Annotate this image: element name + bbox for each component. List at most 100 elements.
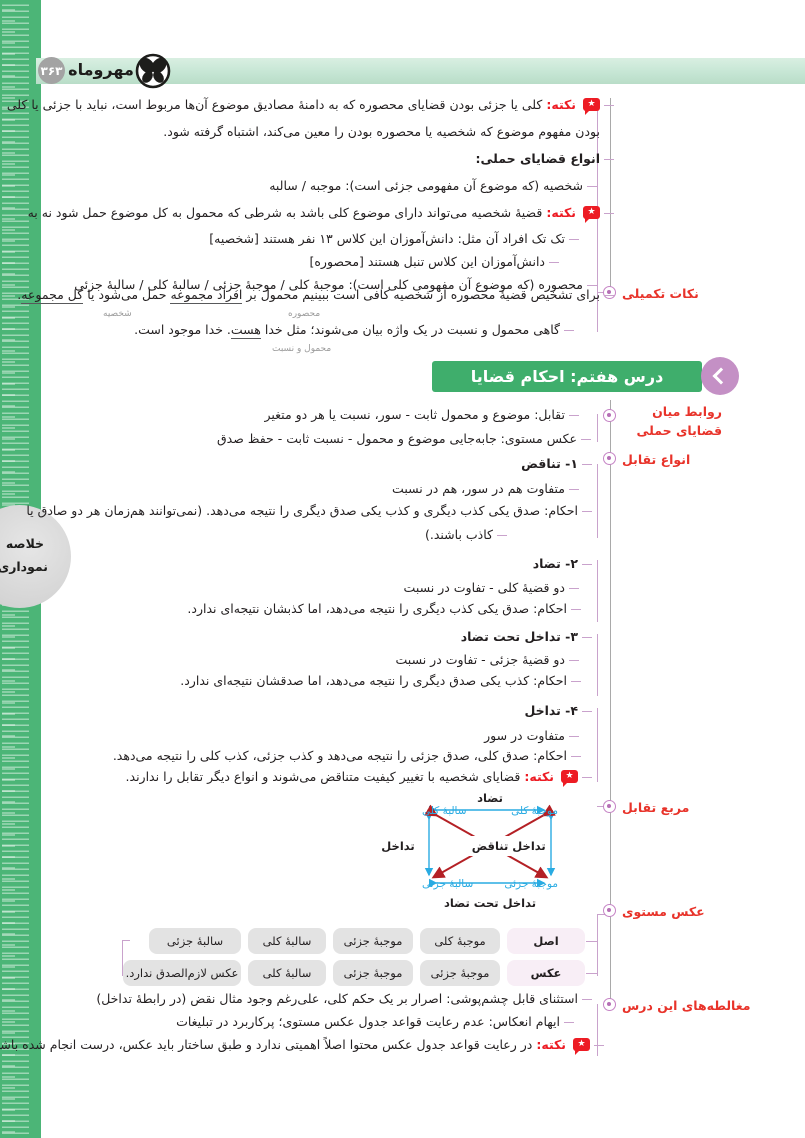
chapter-title-bullet xyxy=(701,357,739,395)
fallacy-line1: استثنای قابل چشم‌پوشی: اصرار بر یک حکم ک… xyxy=(96,990,592,1009)
aks-cell: موجبهٔ جزئی xyxy=(333,928,413,954)
bracket-aks-right xyxy=(597,914,599,976)
node-aks xyxy=(603,904,616,917)
butterfly-logo-icon xyxy=(134,52,172,90)
publisher-brand: مهروماه xyxy=(68,60,134,79)
bracket-top-group xyxy=(597,106,599,292)
note-text: قضیهٔ شخصیه می‌تواند دارای موضوع کلی باش… xyxy=(27,205,543,220)
note-star-icon: ★ xyxy=(583,98,600,115)
bracket-tadakhol-taht xyxy=(597,634,599,696)
corner-top-right-label: موجبهٔ کلی xyxy=(511,805,558,817)
note-line-cont: بودن مفهوم موضوع که شخصیه یا محصوره بودن… xyxy=(163,124,600,139)
stub-takmili xyxy=(597,292,607,294)
note-text: قضایای شخصیه با تغییر کیفیت متناقض می‌شو… xyxy=(125,769,521,784)
label-square: مربع تقابل xyxy=(622,800,690,815)
takmili-l2a: گاهی محمول و نسبت در یک واژه بیان می‌شون… xyxy=(260,322,560,337)
aks-def-line: عکس مستوی: جابه‌جایی موضوع و محمول - نسب… xyxy=(217,430,592,449)
item4-line2: احکام: صدق کلی، صدق جزئی را نتیجه می‌دهد… xyxy=(113,747,582,766)
aks-cell: موجبهٔ کلی xyxy=(420,928,500,954)
aks-table-row-aks: عکس موجبهٔ جزئی موجبهٔ جزئی سالبهٔ کلی ع… xyxy=(123,960,585,986)
center-label: تناقض xyxy=(472,839,509,853)
aks-cell: سالبهٔ جزئی xyxy=(149,928,241,954)
takmili-line1: برای تشخیص قضیهٔ محصوره از شخصیه کافی اس… xyxy=(17,286,614,305)
note-star-icon: ★ xyxy=(583,206,600,223)
edge-left-label: تداخل xyxy=(381,839,414,853)
stub-aks-row2 xyxy=(586,973,597,975)
note-text: کلی یا جزئی بودن قضایای محصوره که به دام… xyxy=(6,97,543,112)
note-line: ★ نکته: در رعایت قواعد جدول عکس محتوا اص… xyxy=(0,1036,605,1055)
takmili-l1c: حمل می‌شود یا xyxy=(83,287,171,302)
stub-aks-row1 xyxy=(586,941,597,943)
chapter-title: درس هفتم: احکام قضایا xyxy=(432,361,702,392)
stub-aks-node xyxy=(597,914,605,916)
bracket-takmili xyxy=(597,292,599,332)
takmili-underlined-kol: کل مجموعه xyxy=(21,287,84,304)
bracket-tadakhol xyxy=(597,708,599,782)
bracket-ravabet xyxy=(597,414,599,442)
note-word: نکته: xyxy=(546,97,577,112)
item1-heading: ۱- تناقض xyxy=(521,455,592,474)
label-anva: انواع تقابل xyxy=(622,452,691,467)
aks-cell: عکس لازم‌الصدق ندارد. xyxy=(123,960,241,986)
item1-line1: متفاوت هم در سور، هم در نسبت xyxy=(392,480,579,499)
summary-tab-line2: نموداری xyxy=(0,559,48,575)
item2-line1: دو قضیهٔ کلی - تفاوت در نسبت xyxy=(404,579,580,598)
connector-line-main xyxy=(610,400,612,1002)
label-takmili: نکات تکمیلی xyxy=(622,286,699,301)
note-star-icon: ★ xyxy=(573,1038,590,1055)
node-moghalate xyxy=(603,998,616,1011)
note-line: ★ نکته: قضایای شخصیه با تغییر کیفیت متنا… xyxy=(125,768,593,787)
annotation-mahmool-nesbat: محمول و نسبت xyxy=(272,344,332,354)
item1-line3: کاذب باشند.) xyxy=(425,526,508,545)
item2-line2: احکام: صدق یکی کذب دیگری را نتیجه می‌دهد… xyxy=(187,600,581,619)
note-word: نکته: xyxy=(524,769,555,784)
bracket-tanaqoz xyxy=(597,464,599,538)
note-word: نکته: xyxy=(536,1037,567,1052)
takmili-l2c: . خدا موجود است. xyxy=(134,322,231,337)
item1-line2: احکام: صدق یکی کذب دیگری و کذب یکی صدق د… xyxy=(26,502,592,521)
note-line: ★ نکته: کلی یا جزئی بودن قضایای محصوره ک… xyxy=(6,96,615,115)
item2-heading: ۲- تضاد xyxy=(533,555,593,574)
label-moghalate: مغالطه‌های این درس xyxy=(622,998,751,1013)
annotation-mahsoore: محصوره xyxy=(288,309,321,319)
takmili-line2: گاهی محمول و نسبت در یک واژه بیان می‌شون… xyxy=(134,321,574,340)
aks-cell: موجبهٔ جزئی xyxy=(333,960,413,986)
hamli-types-heading: انواع قضایای حملی: xyxy=(475,150,614,169)
node-ravabet xyxy=(603,409,616,422)
connector-line-top xyxy=(610,98,612,292)
aks-cell: سالبهٔ کلی xyxy=(248,960,326,986)
corner-top-left-label: سالبهٔ کلی xyxy=(422,805,467,817)
note-star-icon: ★ xyxy=(561,770,578,787)
mahsoore-line: محصوره (که موضوع آن مفهومی کلی است): موج… xyxy=(74,276,597,295)
stub-square xyxy=(597,806,607,808)
note-word: نکته: xyxy=(546,205,577,220)
example-line: دانش‌آموزان این کلاس تنبل هستند [محصوره] xyxy=(309,253,559,272)
shakhsie-line: شخصیه (که موضوع آن مفهومی جزئی است): موج… xyxy=(269,177,597,196)
label-ravabet: روابط میان قضایای حملی xyxy=(636,404,722,439)
note-text: در رعایت قواعد جدول عکس محتوا اصلاً اهمی… xyxy=(0,1037,533,1052)
item3-line1: دو قضیهٔ جزئی - تفاوت در نسبت xyxy=(396,651,580,670)
takmili-l1e: . xyxy=(17,287,22,302)
page-number-badge: ۳۶۳ xyxy=(38,57,65,84)
chevron-left-icon xyxy=(712,367,730,385)
node-square xyxy=(603,800,616,813)
example-line: تک تک افراد آن مثل: دانش‌آموزان این کلاس… xyxy=(209,230,579,249)
label-aks: عکس مستوی xyxy=(622,904,705,919)
row-header-aks: عکس xyxy=(507,960,585,986)
row-header-asl: اصل xyxy=(507,928,585,954)
aks-table-row-asl: اصل موجبهٔ کلی موجبهٔ جزئی سالبهٔ کلی سا… xyxy=(149,928,585,954)
item4-heading: ۴- تداخل xyxy=(524,702,592,721)
edge-bottom-label: تداخل تحت تضاد xyxy=(444,896,536,910)
takmili-underlined-hast: هست xyxy=(230,322,261,339)
item4-line1: متفاوت در سور xyxy=(484,727,579,746)
note-line: ★ نکته: قضیهٔ شخصیه می‌تواند دارای موضوع… xyxy=(27,204,615,223)
corner-bottom-left-label: سالبهٔ جزئی xyxy=(422,878,473,890)
square-of-opposition-diagram: تضاد تناقض تداخل تداخل تداخل تحت تضاد مو… xyxy=(350,788,650,920)
taqabol-def-line: تقابل: موضوع و محمول ثابت - سور، نسبت یا… xyxy=(264,406,579,425)
item3-line2: احکام: کذب یکی صدق دیگری را نتیجه می‌دهد… xyxy=(180,672,581,691)
edge-top-label: تضاد xyxy=(477,791,503,805)
aks-cell: موجبهٔ جزئی xyxy=(420,960,500,986)
bracket-moghalate xyxy=(597,1004,599,1056)
bracket-tazad xyxy=(597,560,599,622)
